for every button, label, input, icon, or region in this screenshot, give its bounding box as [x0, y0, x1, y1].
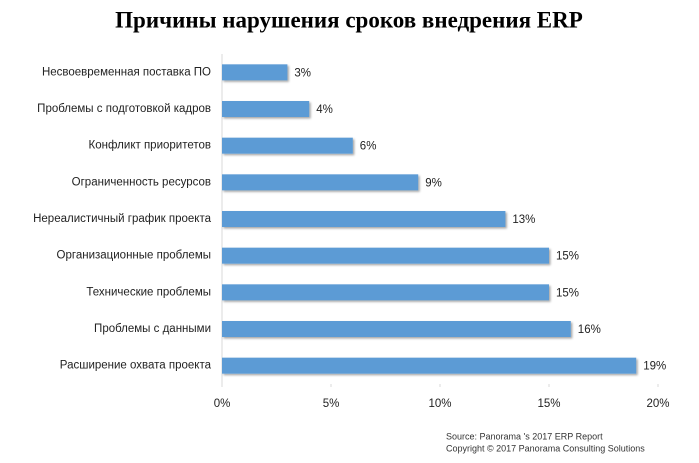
value-label: 13%	[512, 214, 535, 226]
y-tick-label: Технические проблемы	[86, 286, 211, 298]
value-label: 9%	[425, 177, 442, 189]
bar	[222, 284, 549, 301]
bar	[222, 247, 549, 264]
bar	[222, 64, 288, 81]
value-label: 15%	[556, 287, 579, 299]
y-tick-label: Проблемы с подготовкой кадров	[37, 103, 211, 115]
bar	[222, 357, 637, 374]
value-label: 3%	[294, 67, 311, 79]
value-label: 19%	[643, 361, 666, 373]
bar	[222, 101, 310, 117]
bar	[222, 211, 506, 227]
value-label: 15%	[556, 251, 579, 263]
x-tick-label: 10%	[428, 398, 451, 410]
bar	[222, 321, 571, 337]
value-label: 6%	[360, 141, 377, 153]
y-tick-label: Несвоевременная поставка ПО	[42, 66, 211, 78]
y-tick-label: Нереалистичный график проекта	[33, 213, 212, 225]
x-tick-label: 20%	[646, 398, 669, 410]
y-tick-label: Конфликт приоритетов	[89, 140, 211, 152]
copyright: Copyright © 2017 Panorama Consulting Sol…	[446, 443, 645, 453]
bar	[222, 174, 419, 191]
chart-title: Причины нарушения сроков внедрения ERP	[115, 7, 583, 32]
y-tick-label: Организационные проблемы	[57, 250, 211, 262]
bar	[222, 137, 353, 154]
value-label: 16%	[578, 324, 601, 336]
x-tick-label: 5%	[323, 398, 340, 410]
y-tick-label: Ограниченность ресурсов	[72, 176, 211, 188]
value-label: 4%	[316, 104, 333, 116]
x-tick-label: 15%	[537, 398, 560, 410]
y-tick-label: Проблемы с данными	[94, 323, 211, 335]
y-tick-label: Расширение охвата проекта	[60, 360, 212, 372]
x-tick-label: 0%	[214, 398, 231, 410]
source: Source: Panorama 's 2017 ERP Report	[446, 431, 603, 441]
